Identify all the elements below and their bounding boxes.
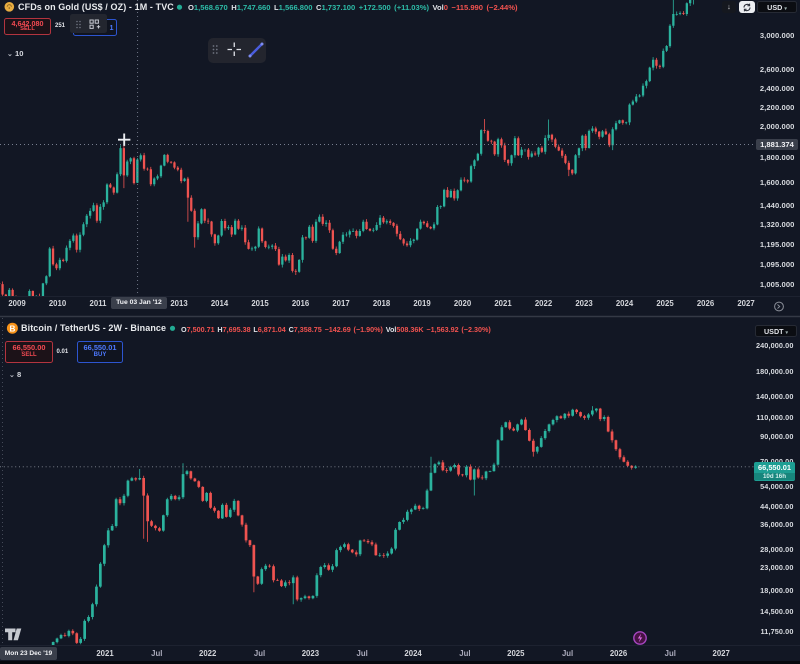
svg-text:B: B — [9, 324, 15, 333]
